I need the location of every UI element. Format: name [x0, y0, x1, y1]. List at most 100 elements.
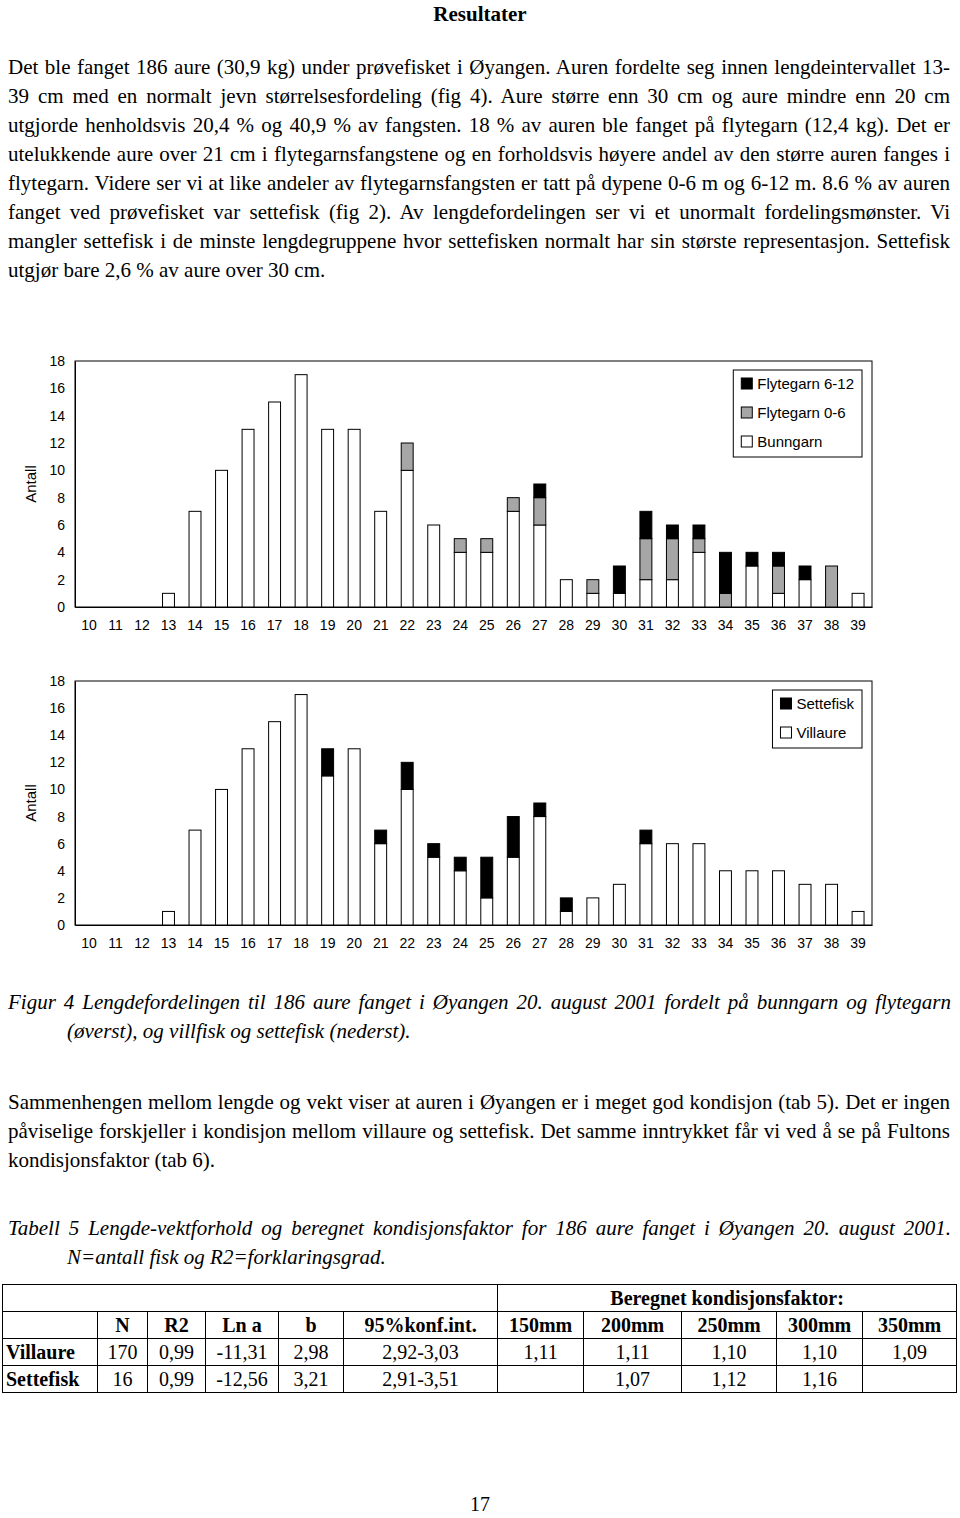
bar [163, 593, 175, 594]
bar [295, 374, 307, 375]
page-number: 17 [0, 1490, 960, 1518]
bar [322, 776, 334, 925]
bar [852, 593, 864, 594]
x-tick-label: 15 [214, 935, 230, 951]
bar [640, 511, 652, 538]
y-axis: 024681012141618 [49, 673, 75, 933]
bar [322, 429, 334, 430]
bar [216, 789, 228, 790]
bar [348, 429, 360, 430]
y-tick: 10 [49, 781, 75, 797]
bar [613, 593, 625, 607]
y-tick-label: 2 [57, 890, 65, 906]
bar [136, 607, 148, 608]
x-tick: 32 [665, 607, 681, 633]
x-tick: 11 [108, 607, 123, 633]
x-tick: 23 [426, 607, 442, 633]
x-tick: 14 [187, 925, 203, 951]
y-tick: 8 [57, 490, 75, 506]
x-tick-label: 31 [638, 935, 654, 951]
x-tick: 20 [346, 607, 362, 633]
chart: 0246810121416181011121314151617181920212… [0, 665, 960, 963]
bar [322, 429, 334, 607]
bar [587, 897, 599, 898]
bar [534, 817, 546, 925]
bar [189, 511, 201, 607]
bar [348, 749, 360, 925]
y-tick-label: 8 [57, 490, 65, 506]
x-tick-label: 38 [824, 935, 840, 951]
x-tick: 39 [850, 925, 866, 951]
bar [773, 552, 785, 566]
table-caption: Tabell 5 Lengde-vektforhold og beregnet … [8, 1214, 951, 1272]
plot-frame [75, 361, 872, 607]
x-tick-label: 12 [134, 935, 150, 951]
bar [799, 884, 811, 925]
bar [587, 579, 599, 580]
table-cell: 1,10 [682, 1339, 777, 1366]
bar [560, 898, 572, 912]
legend: SettefiskVillaure [772, 690, 862, 748]
table-header-cell [3, 1312, 98, 1339]
x-tick: 29 [585, 925, 601, 951]
bar [693, 552, 705, 607]
bar [799, 884, 811, 885]
table-cell: 1,10 [777, 1339, 863, 1366]
x-tick: 12 [134, 925, 150, 951]
x-tick-label: 25 [479, 617, 495, 633]
bar [136, 607, 148, 608]
bar [481, 539, 493, 553]
y-tick: 10 [49, 462, 75, 478]
bar [773, 593, 785, 607]
x-tick: 35 [744, 925, 760, 951]
y-tick-label: 12 [49, 754, 65, 770]
table-cell [498, 1366, 584, 1393]
legend-swatch [741, 436, 752, 447]
x-tick-label: 21 [373, 617, 389, 633]
bar [295, 694, 307, 695]
table-group-row: Beregnet kondisjonsfaktor: [3, 1285, 957, 1312]
table-header-cell: b [279, 1312, 344, 1339]
x-tick-label: 15 [214, 617, 230, 633]
table-cell: 2,92-3,03 [344, 1339, 498, 1366]
x-tick-label: 10 [81, 617, 97, 633]
bar [242, 429, 254, 430]
y-tick-label: 10 [49, 781, 65, 797]
bar [401, 789, 413, 925]
bar [109, 607, 121, 608]
table-row: Villaure1700,99-11,312,982,92-3,031,111,… [3, 1339, 957, 1366]
y-tick: 8 [57, 809, 75, 825]
bar [295, 375, 307, 607]
x-tick-label: 10 [81, 935, 97, 951]
x-tick: 31 [638, 925, 654, 951]
x-tick: 26 [505, 607, 521, 633]
bar [613, 884, 625, 885]
y-tick-label: 4 [57, 863, 65, 879]
x-tick: 37 [797, 925, 813, 951]
x-tick-label: 22 [399, 617, 415, 633]
bar [454, 871, 466, 925]
x-tick-label: 16 [240, 935, 256, 951]
bar [666, 580, 678, 607]
x-tick-label: 26 [505, 935, 521, 951]
bar [719, 552, 731, 593]
table-header-cell: 350mm [863, 1312, 957, 1339]
y-axis-title: Antall [22, 784, 39, 822]
table-header-cell: N [98, 1312, 148, 1339]
y-tick-label: 14 [49, 408, 65, 424]
x-tick: 37 [797, 607, 813, 633]
bar [242, 748, 254, 749]
table-cell: -11,31 [206, 1339, 279, 1366]
x-tick: 14 [187, 607, 203, 633]
bar [534, 498, 546, 525]
bar [746, 870, 758, 871]
y-tick: 14 [49, 727, 75, 743]
y-tick-label: 0 [57, 917, 65, 933]
paragraph: Det ble fanget 186 aure (30,9 kg) under … [8, 53, 950, 285]
bar [269, 721, 281, 722]
x-tick-label: 20 [346, 935, 362, 951]
x-tick-label: 17 [267, 617, 283, 633]
table-header-cell: 150mm [498, 1312, 584, 1339]
bar [83, 607, 95, 608]
paragraph: Sammenhengen mellom lengde og vekt viser… [8, 1088, 950, 1175]
